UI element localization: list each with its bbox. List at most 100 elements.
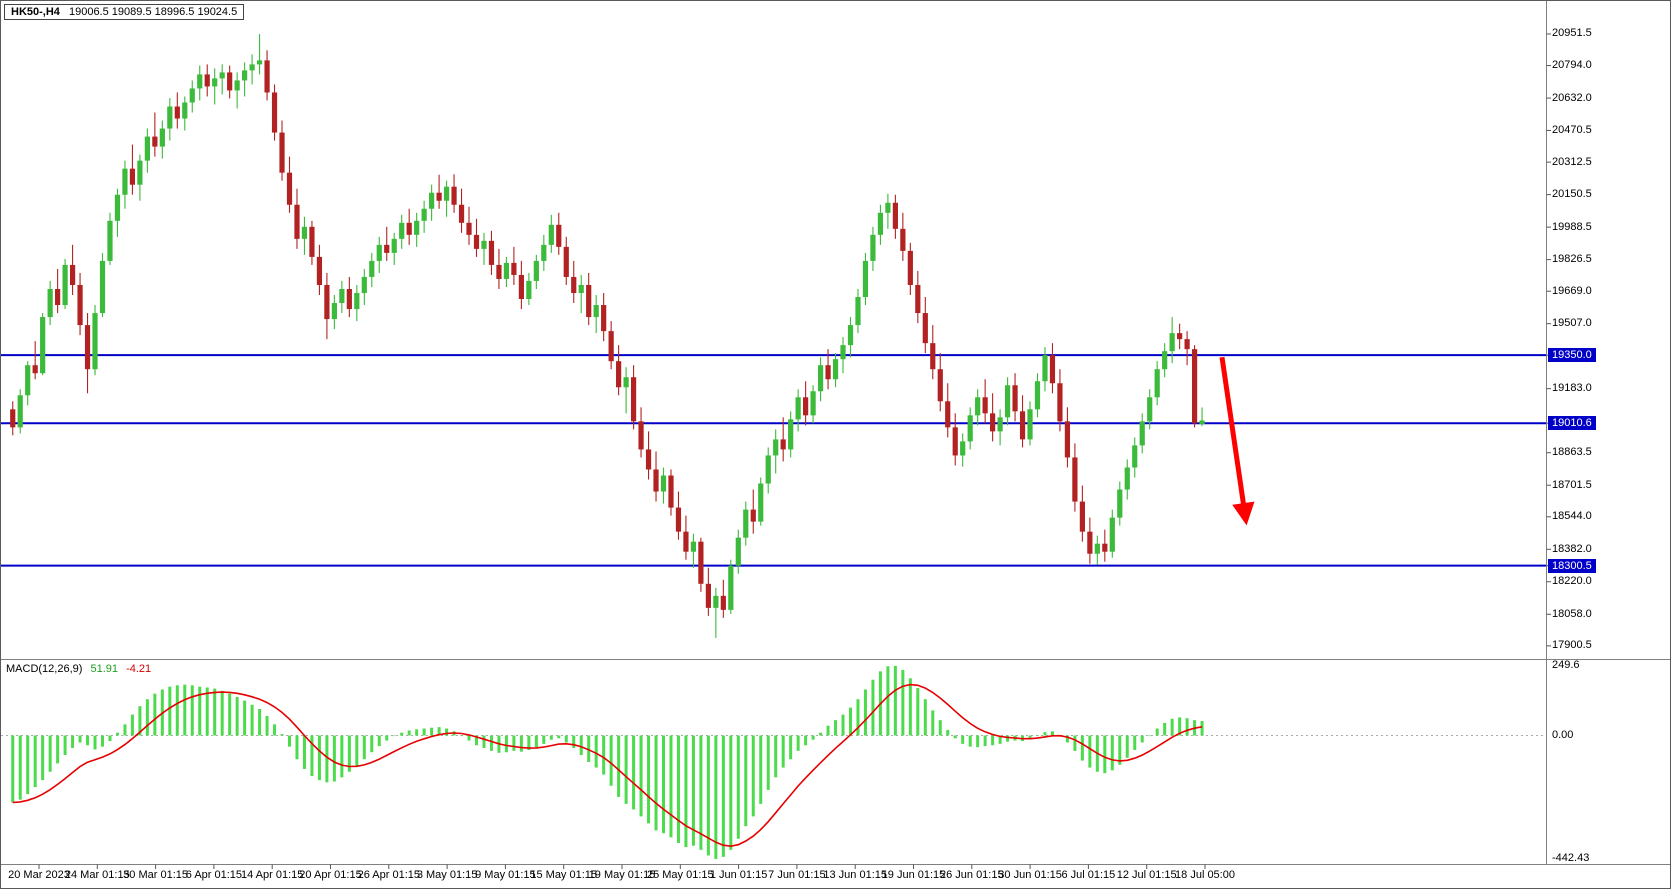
- macd-bar: [63, 735, 67, 756]
- macd-bar: [968, 735, 972, 747]
- macd-bar: [415, 729, 419, 736]
- candle-down: [698, 541, 704, 584]
- macd-bar: [1050, 731, 1054, 736]
- macd-bar: [332, 735, 336, 782]
- candle-up: [1094, 543, 1100, 554]
- candle-up: [960, 441, 966, 456]
- candle-down: [630, 377, 637, 422]
- macd-bar: [445, 728, 449, 736]
- macd-bar: [744, 735, 748, 827]
- candle-up: [855, 297, 861, 326]
- price-axis-label: 18220.0: [1552, 575, 1592, 588]
- macd-bar: [602, 735, 606, 775]
- macd-bar: [908, 678, 912, 736]
- candle-down: [496, 264, 502, 279]
- candle-up: [533, 260, 539, 281]
- candle-down: [227, 72, 233, 91]
- candle-up: [817, 365, 824, 392]
- macd-bar: [258, 708, 262, 736]
- macd-bar: [362, 735, 366, 760]
- bearish-arrow-annotation[interactable]: [1219, 356, 1255, 526]
- macd-bar: [1103, 735, 1107, 774]
- macd-bar: [407, 730, 411, 736]
- candle-up: [997, 417, 1003, 432]
- candle-up: [414, 220, 420, 235]
- macd-bar: [1110, 735, 1114, 771]
- macd-bar: [430, 727, 434, 736]
- macd-bar: [370, 735, 374, 753]
- candle-up: [840, 345, 846, 360]
- time-axis-label: 15 May 01:15: [530, 869, 598, 881]
- candle-up: [481, 240, 487, 249]
- candle-down: [1184, 339, 1190, 350]
- candle-down: [10, 409, 16, 428]
- macd-bar: [11, 735, 15, 803]
- candle-up: [690, 541, 697, 552]
- candle-up: [1154, 369, 1160, 398]
- time-axis-label: 1 Jun 01:15: [709, 869, 768, 881]
- macd-bar: [684, 735, 688, 848]
- candle-down: [346, 288, 352, 310]
- time-axis-label: 6 Jul 01:15: [1061, 869, 1116, 881]
- macd-bar: [976, 735, 980, 748]
- macd-bar: [564, 735, 568, 743]
- candle-up: [137, 160, 143, 185]
- support-resistance-lines[interactable]: [1, 354, 1546, 567]
- macd-bar: [624, 735, 628, 804]
- macd-bar: [183, 684, 187, 736]
- macd-bar: [123, 724, 127, 736]
- time-axis-label: 20 Apr 01:15: [299, 869, 362, 881]
- down-arrow[interactable]: [1219, 356, 1255, 526]
- macd-bar: [1185, 718, 1189, 736]
- price-line-badge: 18300.5: [1548, 558, 1596, 573]
- macd-bar: [138, 706, 142, 736]
- time-axis-label: 25 May 01:15: [646, 869, 714, 881]
- macd-indicator-label: MACD(12,26,9) 51.91 -4.21: [6, 663, 151, 675]
- macd-bar: [916, 688, 920, 736]
- candle-up: [189, 88, 195, 103]
- candle-up: [862, 260, 869, 298]
- macd-bar: [557, 735, 561, 739]
- macd-bar: [115, 732, 119, 736]
- candle-up: [40, 317, 46, 374]
- low-value: 18996.5: [154, 6, 195, 18]
- candle-up: [114, 194, 121, 221]
- macd-bar: [235, 696, 239, 736]
- candle-down: [279, 132, 285, 173]
- macd-bar: [198, 686, 202, 736]
- candle-up: [810, 391, 816, 416]
- macd-bar: [302, 735, 306, 769]
- macd-bar: [190, 685, 194, 736]
- candle-up: [832, 359, 839, 380]
- candle-down: [264, 60, 270, 93]
- macd-bar: [243, 700, 247, 736]
- macd-bar: [729, 735, 733, 850]
- candle-down: [952, 427, 958, 456]
- candle-up: [92, 313, 98, 370]
- time-axis-label: 14 Apr 01:15: [240, 869, 304, 881]
- candle-down: [945, 401, 951, 428]
- macd-bar: [721, 735, 725, 857]
- candle-up: [975, 397, 981, 416]
- candle-down: [84, 325, 91, 370]
- macd-bar: [519, 735, 523, 752]
- candle-down: [324, 284, 330, 320]
- candle-down: [152, 136, 158, 147]
- price-axis-label: 20951.5: [1552, 27, 1592, 40]
- price-line-badge: 19350.0: [1548, 348, 1596, 363]
- candle-down: [780, 439, 786, 450]
- macd-bar: [662, 735, 665, 834]
- candle-up: [870, 234, 876, 261]
- macd-bar: [676, 735, 680, 843]
- candle-down: [204, 74, 210, 87]
- time-axis-label: 30 Mar 01:15: [123, 869, 189, 881]
- time-axis-label: 30 Jun 01:15: [998, 869, 1062, 881]
- macd-bar: [145, 699, 149, 736]
- macd-bar: [101, 735, 104, 747]
- candle-down: [286, 172, 293, 205]
- time-axis-label: 7 Jun 01:15: [768, 869, 826, 881]
- macd-bar: [220, 690, 224, 736]
- candle-down: [271, 92, 278, 133]
- macd-bar: [549, 735, 553, 740]
